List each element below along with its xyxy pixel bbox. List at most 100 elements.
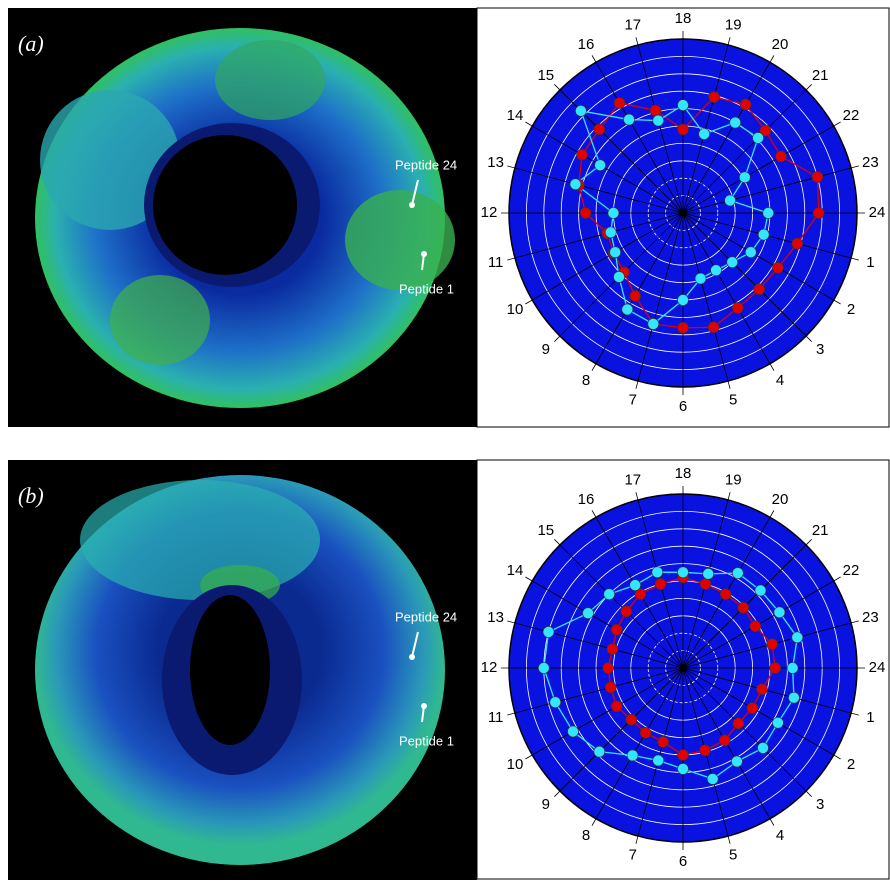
data-point — [652, 567, 663, 578]
category-label: 14 — [507, 562, 524, 579]
data-point — [630, 290, 641, 301]
data-point — [655, 578, 666, 589]
data-point — [595, 160, 606, 171]
data-point — [650, 105, 661, 116]
category-label: 16 — [578, 36, 595, 53]
data-point — [640, 727, 651, 738]
data-point — [648, 318, 659, 329]
data-point — [577, 149, 588, 160]
category-label: 10 — [507, 756, 524, 773]
data-point — [788, 692, 799, 703]
category-label: 11 — [488, 254, 504, 271]
arrow-head — [409, 654, 415, 660]
category-label: 13 — [487, 609, 504, 626]
data-point — [653, 755, 664, 766]
category-label: 23 — [862, 154, 879, 171]
category-label: 19 — [725, 17, 742, 34]
data-point — [630, 580, 641, 591]
data-point — [813, 208, 824, 219]
data-point — [594, 124, 605, 135]
data-point — [730, 117, 741, 128]
data-point — [583, 608, 594, 619]
data-point — [792, 238, 803, 249]
category-label: 19 — [725, 472, 742, 489]
category-label: 4 — [776, 827, 784, 844]
center — [679, 664, 687, 672]
data-point — [733, 718, 744, 729]
category-label: 6 — [679, 398, 687, 415]
data-point — [575, 105, 586, 116]
category-label: 17 — [624, 17, 641, 34]
data-point — [678, 100, 689, 111]
category-label: 22 — [843, 562, 860, 579]
category-label: 22 — [843, 107, 860, 124]
category-label: 20 — [772, 36, 789, 53]
category-label: 9 — [542, 796, 550, 813]
data-point — [678, 567, 689, 578]
data-point — [621, 606, 632, 617]
data-point — [604, 589, 615, 600]
data-point — [747, 703, 758, 714]
category-label: 5 — [729, 846, 737, 863]
data-point — [792, 632, 803, 643]
data-point — [745, 247, 756, 258]
category-label: 9 — [542, 341, 550, 358]
data-point — [594, 746, 605, 757]
category-label: 13 — [487, 154, 504, 171]
category-label: 5 — [729, 391, 737, 408]
structure-image — [8, 460, 477, 880]
arrow-head — [421, 703, 427, 709]
data-point — [758, 229, 769, 240]
data-point — [624, 114, 635, 125]
panel-label: (a) — [18, 31, 44, 56]
category-label: 1 — [866, 254, 874, 271]
data-point — [570, 179, 581, 190]
category-label: 24 — [869, 204, 886, 221]
data-point — [756, 684, 767, 695]
data-point — [614, 97, 625, 108]
panel-label: (b) — [18, 483, 44, 508]
category-label: 7 — [629, 846, 637, 863]
annotation: Peptide 24 — [395, 609, 457, 624]
data-point — [775, 151, 786, 162]
center — [679, 209, 687, 217]
data-point — [700, 745, 711, 756]
data-point — [543, 626, 554, 637]
category-label: 14 — [507, 107, 524, 124]
category-label: 15 — [537, 522, 554, 539]
structure-image — [8, 8, 477, 427]
data-point — [750, 621, 761, 632]
data-point — [608, 208, 619, 219]
data-point — [700, 578, 711, 589]
data-point — [678, 322, 689, 333]
category-label: 4 — [776, 372, 784, 389]
data-point — [772, 262, 783, 273]
data-point — [739, 172, 750, 183]
data-point — [770, 663, 781, 674]
data-point — [732, 568, 743, 579]
category-label: 18 — [675, 10, 692, 27]
category-label: 17 — [624, 472, 641, 489]
annotation: Peptide 1 — [399, 281, 454, 296]
category-label: 15 — [537, 67, 554, 84]
category-label: 10 — [507, 301, 524, 318]
data-point — [708, 322, 719, 333]
data-point — [580, 208, 591, 219]
figure: (a)Peptide 24Peptide 1123456789101112131… — [0, 0, 890, 880]
category-label: 3 — [816, 796, 824, 813]
data-point — [567, 726, 578, 737]
data-point — [678, 295, 689, 306]
data-point — [755, 585, 766, 596]
arrow-head — [409, 202, 415, 208]
category-label: 8 — [582, 827, 590, 844]
data-point — [787, 663, 798, 674]
data-point — [550, 697, 561, 708]
category-label: 16 — [578, 491, 595, 508]
data-point — [757, 742, 768, 753]
data-point — [719, 735, 730, 746]
category-label: 1 — [866, 709, 874, 726]
annotation: Peptide 24 — [395, 157, 457, 172]
data-point — [767, 639, 778, 650]
data-point — [725, 195, 736, 206]
category-label: 23 — [862, 609, 879, 626]
